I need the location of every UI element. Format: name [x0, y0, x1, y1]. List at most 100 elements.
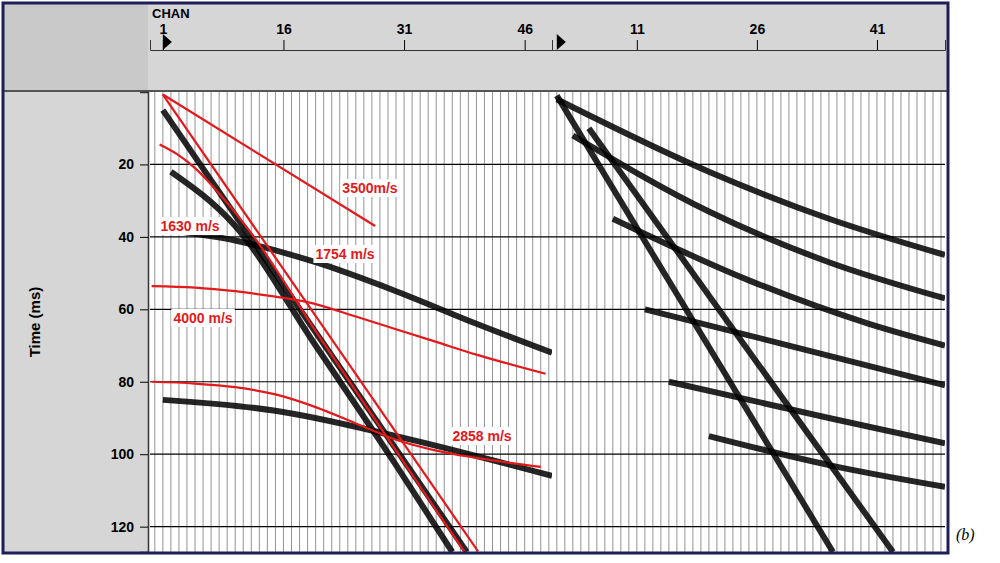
trace — [460, 92, 461, 552]
y-tick: 20 — [118, 156, 148, 172]
trace — [892, 92, 893, 552]
trace — [676, 92, 677, 552]
corner-background — [3, 3, 148, 90]
x-tick-mark — [283, 40, 284, 50]
y-tick-mark — [140, 309, 148, 310]
trace — [516, 92, 517, 552]
trace — [396, 92, 397, 552]
y-tick-mark — [140, 527, 148, 528]
trace — [347, 92, 348, 552]
trace — [283, 92, 284, 552]
trace — [532, 92, 533, 552]
grid-line — [552, 526, 945, 527]
plot-area — [150, 92, 552, 552]
trace — [444, 92, 445, 552]
x-tick: 26 — [750, 21, 766, 50]
x-axis-title: CHAN — [152, 6, 190, 21]
x-axis: 112641 — [553, 21, 946, 51]
trace — [572, 92, 573, 552]
trace — [170, 92, 171, 552]
trace — [492, 92, 493, 552]
velocity-line — [160, 145, 465, 552]
y-tick: 40 — [118, 229, 148, 245]
trace — [484, 92, 485, 552]
grid-line — [552, 309, 945, 310]
trace — [379, 92, 380, 552]
plot-area — [552, 92, 945, 552]
trace — [412, 92, 413, 552]
label-patch — [171, 309, 234, 327]
event — [645, 309, 945, 385]
record-start-flag — [163, 34, 172, 50]
y-tick: 80 — [118, 374, 148, 390]
trace — [764, 92, 765, 552]
trace — [876, 92, 877, 552]
x-tick: 46 — [517, 21, 533, 50]
trace — [436, 92, 437, 552]
y-tick-label: 80 — [118, 374, 134, 390]
x-tick-mark — [525, 40, 526, 50]
trace — [556, 92, 557, 552]
trace — [339, 92, 340, 552]
trace — [500, 92, 501, 552]
trace — [428, 92, 429, 552]
trace — [524, 92, 525, 552]
x-tick-label: 31 — [397, 21, 413, 37]
trace — [540, 92, 541, 552]
trace — [812, 92, 813, 552]
header-background — [3, 3, 948, 90]
trace — [772, 92, 773, 552]
trace — [708, 92, 709, 552]
trace — [363, 92, 364, 552]
trace — [604, 92, 605, 552]
trace — [740, 92, 741, 552]
y-tick: 60 — [118, 301, 148, 317]
trace — [732, 92, 733, 552]
trace — [756, 92, 757, 552]
x-axis: 1163146 — [151, 21, 553, 51]
axis-line — [553, 40, 946, 51]
trace — [668, 92, 669, 552]
velocity-label: 4000 m/s — [173, 310, 232, 326]
x-tick-label: 46 — [517, 21, 533, 37]
grid-line — [552, 454, 945, 455]
trace — [828, 92, 829, 552]
trace — [154, 92, 155, 552]
trace — [820, 92, 821, 552]
trace — [716, 92, 717, 552]
y-tick-label: 20 — [118, 156, 134, 172]
y-tick-label: 60 — [118, 301, 134, 317]
event — [573, 135, 945, 298]
trace — [162, 92, 163, 552]
y-tick: 100 — [111, 446, 148, 462]
x-tick-mark — [877, 40, 878, 50]
trace — [387, 92, 388, 552]
header-separator — [3, 90, 948, 92]
velocity-labels: 3500m/s1630 m/s1754 m/s4000 m/s2858 m/s — [158, 179, 513, 445]
velocity-line — [152, 382, 541, 467]
label-patch — [158, 217, 221, 235]
x-tick: 16 — [276, 21, 292, 50]
y-tick: 120 — [111, 519, 148, 535]
label-patch — [313, 245, 376, 263]
trace — [315, 92, 316, 552]
grid-line — [150, 526, 552, 527]
trace — [900, 92, 901, 552]
x-tick: 11 — [630, 21, 645, 50]
y-tick-label: 120 — [111, 519, 135, 535]
trace — [836, 92, 837, 552]
trace — [452, 92, 453, 552]
x-tick-mark — [757, 40, 758, 50]
event — [163, 400, 552, 476]
trace — [884, 92, 885, 552]
trace — [267, 92, 268, 552]
y-tick-label: 40 — [118, 229, 134, 245]
trace — [243, 92, 244, 552]
event — [613, 219, 945, 346]
velocity-line — [163, 95, 478, 552]
record-start-flag — [557, 34, 566, 50]
trace — [275, 92, 276, 552]
y-tick-label: 100 — [111, 446, 135, 462]
velocity-label: 2858 m/s — [452, 428, 511, 444]
y-axis-title: Time (ms) — [26, 287, 43, 358]
